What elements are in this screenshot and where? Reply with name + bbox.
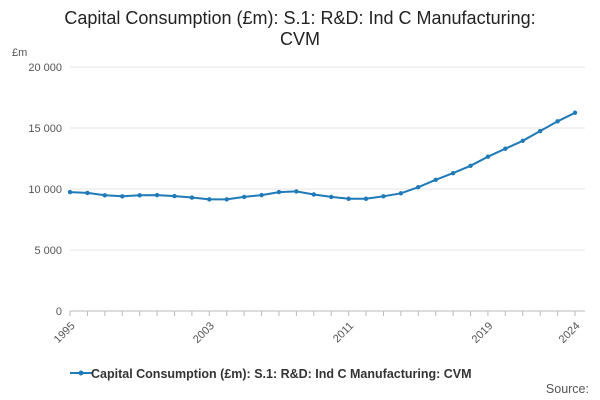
data-point[interactable] xyxy=(137,193,142,198)
data-point[interactable] xyxy=(102,193,108,198)
y-tick-label: 0 xyxy=(56,306,62,318)
y-tick-label: 20 000 xyxy=(28,62,62,74)
x-tick-label: 2019 xyxy=(470,320,496,346)
y-tick-label: 5 000 xyxy=(34,245,62,257)
legend-entry-label: Capital Consumption (£m): S.1: R&D: Ind … xyxy=(91,367,472,381)
chart-title-line-2: CVM xyxy=(280,29,320,49)
data-point[interactable] xyxy=(276,189,282,195)
data-point[interactable] xyxy=(555,119,560,124)
legend-marker-swatch xyxy=(78,370,84,376)
y-tick-label: 15 000 xyxy=(28,123,62,135)
data-point[interactable] xyxy=(311,192,316,197)
data-point[interactable] xyxy=(207,197,212,202)
data-point[interactable] xyxy=(572,110,578,115)
data-point[interactable] xyxy=(224,197,229,202)
data-point[interactable] xyxy=(433,177,438,183)
data-point[interactable] xyxy=(450,170,456,176)
data-point[interactable] xyxy=(537,128,543,134)
y-axis-ticks: 0 5 000 10 000 15 000 20 000 xyxy=(28,62,62,318)
x-axis-ticks: 1995 2003 2011 2019 2024 xyxy=(52,311,583,346)
data-point[interactable] xyxy=(120,194,125,199)
data-point[interactable] xyxy=(485,154,491,159)
data-point[interactable] xyxy=(503,146,508,151)
data-point[interactable] xyxy=(172,193,177,199)
legend[interactable]: Capital Consumption (£m): S.1: R&D: Ind … xyxy=(70,367,472,381)
data-point[interactable] xyxy=(416,184,421,190)
x-tick-label: 2003 xyxy=(191,320,217,346)
chart-title-line-1: Capital Consumption (£m): S.1: R&D: Ind … xyxy=(64,8,535,28)
data-point[interactable] xyxy=(259,192,264,198)
y-tick-label: 10 000 xyxy=(28,184,62,196)
source-label: Source: xyxy=(546,382,589,396)
x-tick-label: 2024 xyxy=(557,320,583,346)
data-point[interactable] xyxy=(468,163,473,169)
data-point[interactable] xyxy=(520,138,525,144)
data-point[interactable] xyxy=(363,196,369,201)
data-point[interactable] xyxy=(398,191,404,196)
x-tick-label: 2011 xyxy=(331,320,356,345)
data-point[interactable] xyxy=(346,196,351,201)
data-point[interactable] xyxy=(329,194,334,200)
series-line xyxy=(69,111,576,201)
data-point[interactable] xyxy=(381,194,386,199)
data-point[interactable] xyxy=(189,195,195,200)
data-point[interactable] xyxy=(294,189,299,194)
data-point[interactable] xyxy=(241,194,247,200)
x-tick-label: 1995 xyxy=(52,320,78,346)
data-series xyxy=(67,110,578,202)
gridlines xyxy=(70,66,585,312)
data-point[interactable] xyxy=(154,192,160,198)
y-axis-unit-label: £m xyxy=(12,47,27,59)
data-point[interactable] xyxy=(67,189,73,195)
data-point[interactable] xyxy=(85,190,90,196)
